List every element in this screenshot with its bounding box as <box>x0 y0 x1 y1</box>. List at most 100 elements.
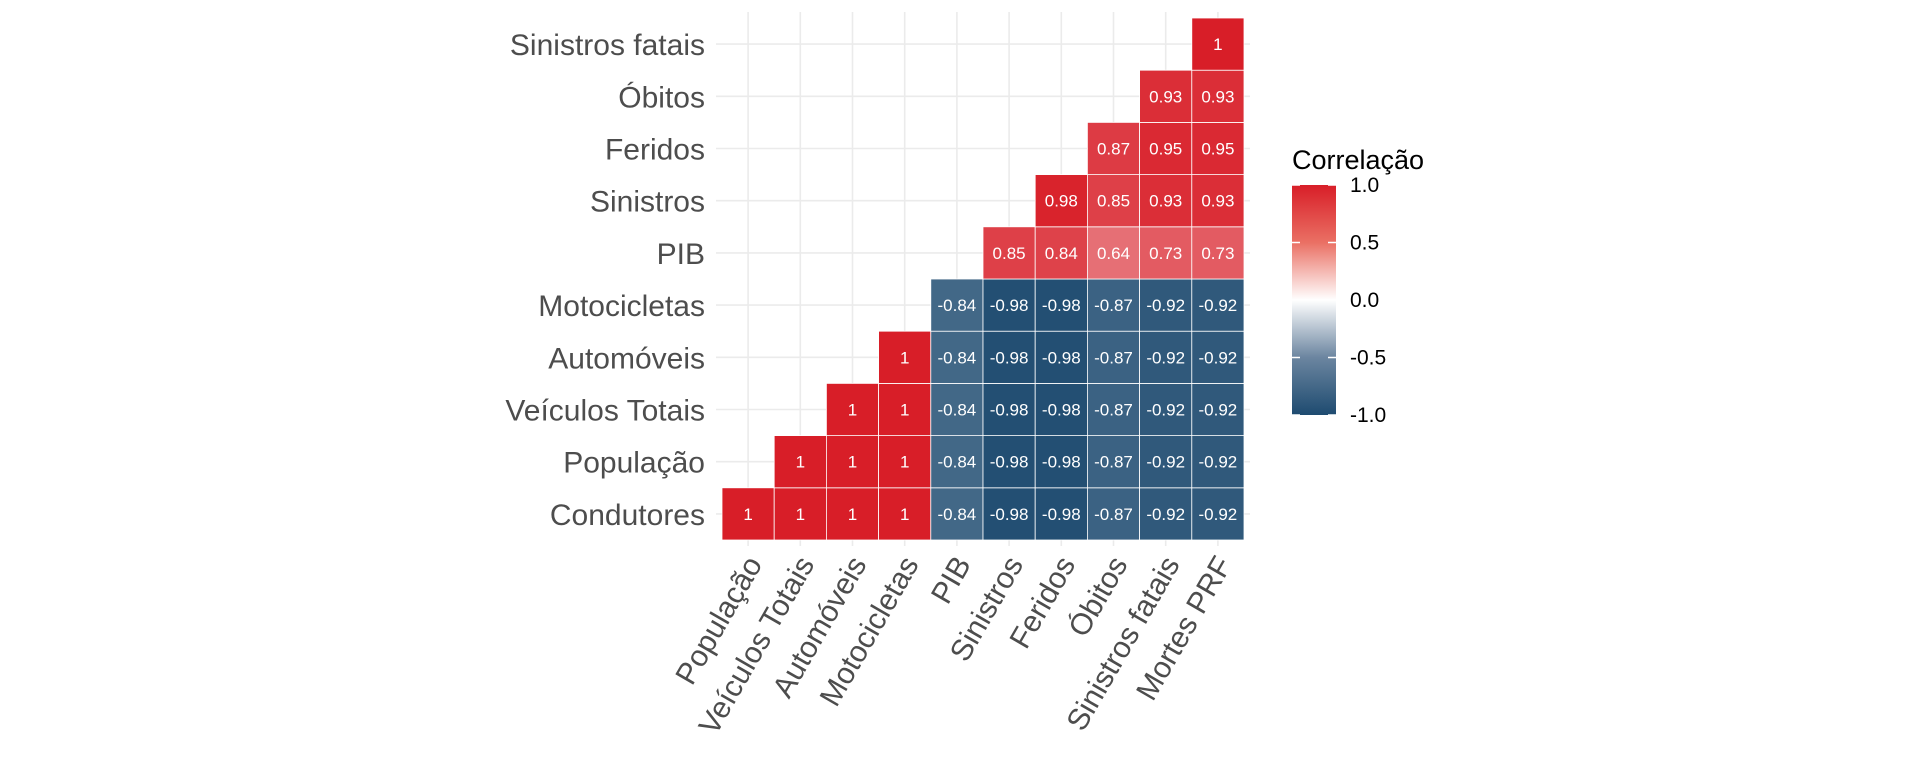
heatmap-cell <box>930 382 984 436</box>
y-axis-label: População <box>563 447 705 480</box>
cell-value-label: 1 <box>900 348 909 367</box>
legend-tick-label: 0.0 <box>1350 289 1379 312</box>
y-axis-label: Feridos <box>605 134 705 167</box>
cell-value-label: -0.87 <box>1094 453 1133 472</box>
cell-value-label: -0.98 <box>990 401 1029 420</box>
heatmap-cell <box>1191 487 1245 541</box>
cell-value-label: -0.92 <box>1199 296 1238 315</box>
heatmap-cell <box>1139 330 1193 384</box>
cell-value-label: 0.93 <box>1149 192 1182 211</box>
cell-value-label: -0.92 <box>1146 401 1185 420</box>
cell-value-label: -0.92 <box>1146 505 1185 524</box>
y-axis-label: Sinistros fatais <box>510 29 705 62</box>
cell-value-label: -0.84 <box>938 505 977 524</box>
legend-tick-label: -1.0 <box>1350 404 1386 427</box>
cell-value-label: -0.92 <box>1146 296 1185 315</box>
heatmap-cell <box>1191 122 1245 176</box>
cell-value-label: 1 <box>900 453 909 472</box>
cell-value-label: 0.93 <box>1201 192 1234 211</box>
heatmap-cell <box>1087 226 1141 280</box>
cell-value-labels: 1 1 1 1 -0.84 -0.98 -0.98 -0.87 -0.92 -0.92 1 1 1 -0.… <box>743 35 1237 524</box>
cell-value-label: 1 <box>1213 35 1222 54</box>
cell-value-label: -0.84 <box>938 401 977 420</box>
cell-value-label: -0.92 <box>1146 453 1185 472</box>
heatmap-cell <box>878 382 932 436</box>
cell-value-label: 1 <box>848 453 857 472</box>
heatmap-cell <box>1191 226 1245 280</box>
heatmap-cell <box>1034 226 1088 280</box>
heatmap-cell <box>1087 174 1141 228</box>
y-axis-label: Automóveis <box>548 342 705 375</box>
heatmap-cell <box>773 487 827 541</box>
heatmap-cell <box>826 487 880 541</box>
heatmap-cell <box>826 435 880 489</box>
x-axis-label: PIB <box>925 551 978 609</box>
heatmap-cell <box>1191 278 1245 332</box>
cell-value-label: 0.73 <box>1149 244 1182 263</box>
heatmap-cell <box>1191 382 1245 436</box>
heatmap-cell <box>1139 278 1193 332</box>
cell-value-label: -0.92 <box>1199 348 1238 367</box>
legend-title: Correlação <box>1292 145 1424 175</box>
cell-value-label: 1 <box>796 453 805 472</box>
legend-tick-label: 0.5 <box>1350 232 1379 255</box>
cell-value-label: 0.95 <box>1149 140 1182 159</box>
cell-value-label: -0.98 <box>990 348 1029 367</box>
cell-value-label: 1 <box>900 505 909 524</box>
cell-value-label: -0.98 <box>990 296 1029 315</box>
cell-value-label: -0.87 <box>1094 296 1133 315</box>
y-axis-labels: Condutores População Veículos Totais Automó… <box>505 29 705 532</box>
heatmap-cell <box>1191 435 1245 489</box>
y-axis-label: Condutores <box>550 499 705 532</box>
cell-value-label: -0.84 <box>938 296 977 315</box>
cell-value-label: -0.92 <box>1199 453 1238 472</box>
legend-tick-label: 1.0 <box>1350 174 1379 197</box>
heatmap-cell <box>1191 17 1245 71</box>
cell-value-label: 0.93 <box>1149 87 1182 106</box>
cell-value-label: -0.98 <box>1042 401 1081 420</box>
heatmap-cell <box>1087 122 1141 176</box>
cell-value-label: -0.87 <box>1094 505 1133 524</box>
y-axis-label: Sinistros <box>590 186 705 219</box>
heatmap-cell <box>1034 330 1088 384</box>
heatmap-cell <box>1034 174 1088 228</box>
heatmap-cell <box>982 487 1036 541</box>
cell-value-label: 0.95 <box>1201 140 1234 159</box>
cell-value-label: 1 <box>848 505 857 524</box>
cell-value-label: 1 <box>743 505 752 524</box>
cell-value-label: -0.92 <box>1199 401 1238 420</box>
heatmap-cell <box>826 382 880 436</box>
cell-value-label: 0.93 <box>1201 87 1234 106</box>
heatmap-cell <box>1139 382 1193 436</box>
cell-value-label: 0.85 <box>993 244 1026 263</box>
cell-value-label: 0.73 <box>1201 244 1234 263</box>
heatmap-cell <box>1191 330 1245 384</box>
cell-value-label: -0.92 <box>1199 505 1238 524</box>
y-axis-label: Motocicletas <box>538 290 705 323</box>
cell-value-label: -0.87 <box>1094 401 1133 420</box>
heatmap-cells <box>721 17 1245 541</box>
heatmap-cell <box>1139 69 1193 123</box>
heatmap-cell <box>1139 122 1193 176</box>
heatmap-cell <box>1139 435 1193 489</box>
heatmap-cell <box>1191 174 1245 228</box>
legend-tick-label: -0.5 <box>1350 347 1386 370</box>
cell-value-label: -0.98 <box>1042 453 1081 472</box>
cell-value-label: -0.98 <box>990 453 1029 472</box>
cell-value-label: -0.87 <box>1094 348 1133 367</box>
cell-value-label: -0.84 <box>938 453 977 472</box>
heatmap-cell <box>1034 435 1088 489</box>
cell-value-label: -0.98 <box>1042 505 1081 524</box>
y-axis-label: Veículos Totais <box>505 395 705 428</box>
heatmap-cell <box>1034 278 1088 332</box>
cell-value-label: -0.92 <box>1146 348 1185 367</box>
cell-value-label: -0.84 <box>938 348 977 367</box>
cell-value-label: 1 <box>796 505 805 524</box>
heatmap-cell <box>930 435 984 489</box>
heatmap-cell <box>1087 435 1141 489</box>
heatmap-cell <box>773 435 827 489</box>
cell-value-label: 0.85 <box>1097 192 1130 211</box>
legend: Correlação 1.0 0.5 0.0 -0.5 -1.0 <box>1292 145 1424 427</box>
